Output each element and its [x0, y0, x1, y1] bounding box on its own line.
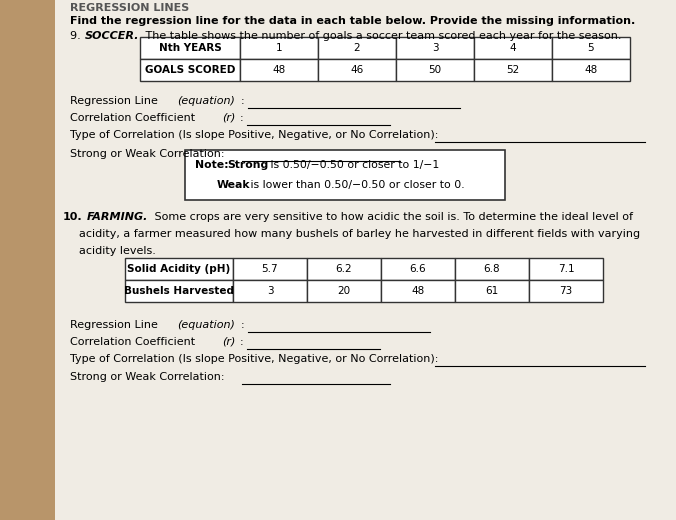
Bar	[381, 280, 455, 302]
Text: REGRESSION LINES: REGRESSION LINES	[70, 3, 189, 13]
Bar	[185, 150, 505, 200]
Text: FARMING.: FARMING.	[87, 212, 148, 222]
Text: is 0.50/−0.50 or closer to 1/−1: is 0.50/−0.50 or closer to 1/−1	[267, 160, 439, 170]
Text: (r): (r)	[222, 337, 235, 347]
Text: 9.: 9.	[70, 31, 91, 41]
Text: 20: 20	[337, 286, 351, 296]
Text: Type of Correlation (Is slope Positive, Negative, or No Correlation):: Type of Correlation (Is slope Positive, …	[70, 354, 438, 364]
Text: 3: 3	[432, 43, 438, 53]
Text: Weak: Weak	[217, 180, 251, 190]
Text: 50: 50	[429, 65, 441, 75]
Bar	[240, 59, 318, 81]
Bar	[233, 258, 307, 280]
Bar	[125, 258, 233, 280]
Text: (equation): (equation)	[177, 96, 235, 106]
Bar	[233, 280, 307, 302]
Text: The table shows the number of goals a soccer team scored each year for the seaso: The table shows the number of goals a so…	[142, 31, 621, 41]
Text: Correlation Coefficient: Correlation Coefficient	[70, 337, 199, 347]
Text: 6.8: 6.8	[484, 264, 500, 274]
Bar	[140, 59, 240, 81]
Bar	[552, 37, 630, 59]
Text: 4: 4	[510, 43, 516, 53]
Text: 1: 1	[276, 43, 283, 53]
Text: Bushels Harvested: Bushels Harvested	[124, 286, 234, 296]
Bar	[474, 59, 552, 81]
Text: Regression Line: Regression Line	[70, 96, 162, 106]
Text: Regression Line: Regression Line	[70, 320, 162, 330]
Text: 48: 48	[272, 65, 286, 75]
Text: Strong or Weak Correlation:: Strong or Weak Correlation:	[70, 149, 224, 159]
Bar	[396, 59, 474, 81]
Bar	[455, 280, 529, 302]
Text: Strong: Strong	[227, 160, 268, 170]
Bar	[396, 37, 474, 59]
Text: GOALS SCORED: GOALS SCORED	[145, 65, 235, 75]
Text: 5.7: 5.7	[262, 264, 279, 274]
Text: (equation): (equation)	[177, 320, 235, 330]
Bar	[318, 37, 396, 59]
Text: 46: 46	[350, 65, 364, 75]
Bar	[455, 258, 529, 280]
Text: SOCCER.: SOCCER.	[85, 31, 139, 41]
Text: :: :	[240, 337, 243, 347]
Bar	[529, 280, 603, 302]
Bar	[240, 37, 318, 59]
Text: acidity, a farmer measured how many bushels of barley he harvested in different : acidity, a farmer measured how many bush…	[79, 229, 640, 239]
Bar	[474, 37, 552, 59]
Text: 7.1: 7.1	[558, 264, 575, 274]
Bar	[140, 37, 240, 59]
Text: Correlation Coefficient: Correlation Coefficient	[70, 113, 199, 123]
Text: :: :	[240, 113, 243, 123]
Text: Strong or Weak Correlation:: Strong or Weak Correlation:	[70, 372, 224, 382]
Text: Find the regression line for the data in each table below. Provide the missing i: Find the regression line for the data in…	[70, 16, 635, 26]
Text: Type of Correlation (Is slope Positive, Negative, or No Correlation):: Type of Correlation (Is slope Positive, …	[70, 130, 438, 140]
Text: 48: 48	[412, 286, 425, 296]
Text: 5: 5	[587, 43, 594, 53]
Text: 61: 61	[485, 286, 499, 296]
Text: 48: 48	[584, 65, 598, 75]
Text: 6.2: 6.2	[336, 264, 352, 274]
Text: Note:: Note:	[195, 160, 233, 170]
Text: is lower than 0.50/−0.50 or closer to 0.: is lower than 0.50/−0.50 or closer to 0.	[247, 180, 464, 190]
Text: Solid Acidity (pH): Solid Acidity (pH)	[127, 264, 231, 274]
Bar	[307, 258, 381, 280]
Text: :: :	[241, 320, 245, 330]
Text: :: :	[241, 96, 245, 106]
Text: Nth YEARS: Nth YEARS	[159, 43, 221, 53]
Text: 73: 73	[559, 286, 573, 296]
Text: 10.: 10.	[63, 212, 82, 222]
Bar	[529, 258, 603, 280]
Bar	[552, 59, 630, 81]
Bar	[318, 59, 396, 81]
Text: acidity levels.: acidity levels.	[79, 246, 156, 256]
Text: (r): (r)	[222, 113, 235, 123]
Text: 52: 52	[506, 65, 520, 75]
Bar	[307, 280, 381, 302]
Text: Some crops are very sensitive to how acidic the soil is. To determine the ideal : Some crops are very sensitive to how aci…	[151, 212, 633, 222]
Bar	[381, 258, 455, 280]
Text: 6.6: 6.6	[410, 264, 427, 274]
Bar	[125, 280, 233, 302]
Text: 2: 2	[354, 43, 360, 53]
Text: 3: 3	[267, 286, 273, 296]
